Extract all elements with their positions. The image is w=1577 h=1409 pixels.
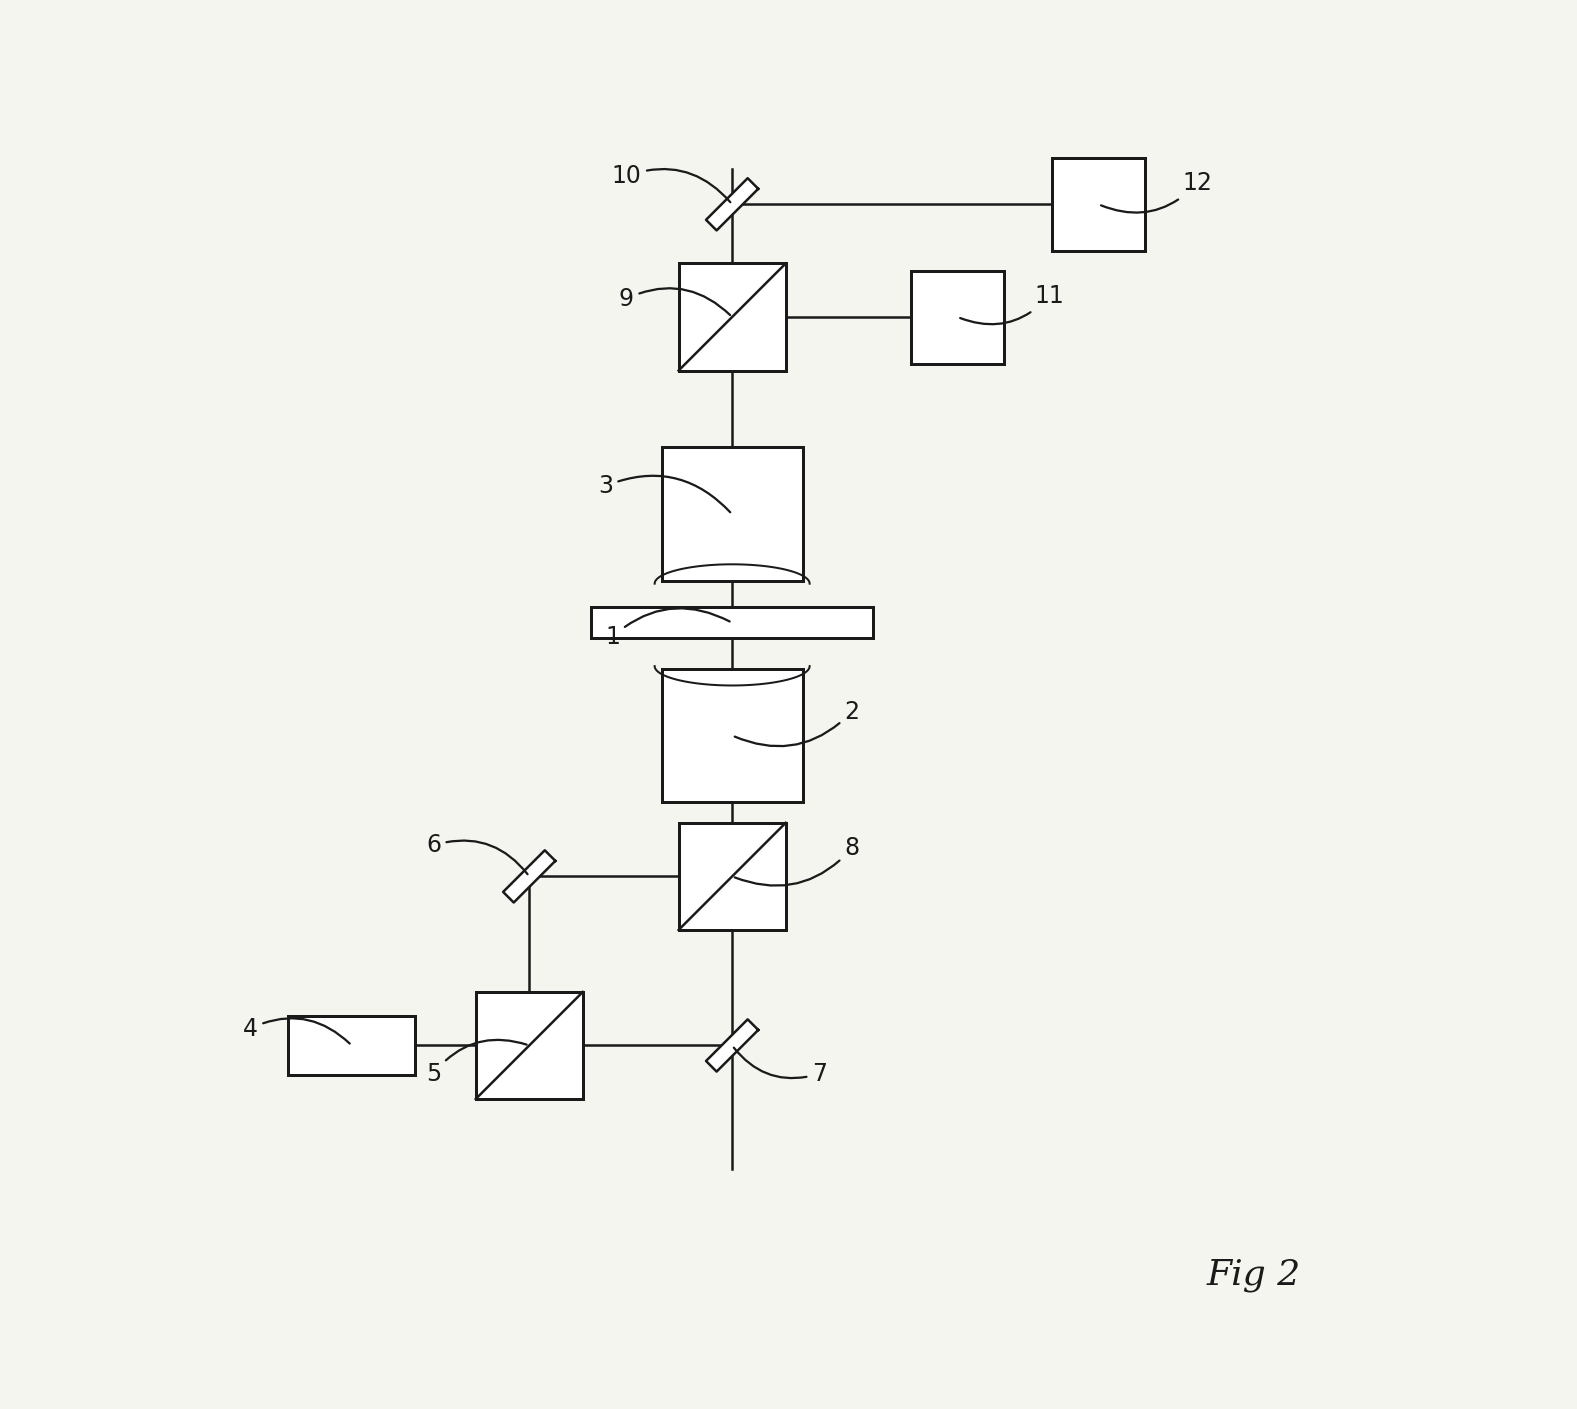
- Text: 1: 1: [606, 609, 730, 650]
- Text: 4: 4: [243, 1016, 350, 1044]
- Bar: [662, 448, 803, 582]
- Polygon shape: [503, 850, 555, 903]
- Polygon shape: [706, 178, 759, 231]
- Bar: [662, 669, 803, 803]
- Bar: [678, 823, 785, 930]
- Text: 3: 3: [598, 473, 730, 513]
- Bar: [912, 271, 1005, 364]
- Bar: [1052, 158, 1145, 251]
- Text: 9: 9: [618, 286, 730, 316]
- Bar: [289, 1016, 415, 1075]
- Polygon shape: [706, 1019, 759, 1072]
- Text: 11: 11: [960, 283, 1064, 324]
- Bar: [476, 992, 583, 1099]
- Text: 12: 12: [1101, 170, 1213, 213]
- Bar: [678, 263, 785, 371]
- Text: 7: 7: [733, 1048, 826, 1086]
- Text: 6: 6: [426, 833, 528, 874]
- Text: 2: 2: [735, 699, 859, 747]
- Text: 8: 8: [735, 836, 859, 886]
- Text: 10: 10: [612, 163, 730, 203]
- Text: Fig 2: Fig 2: [1206, 1258, 1301, 1292]
- Text: 5: 5: [426, 1040, 527, 1086]
- Bar: [591, 607, 874, 638]
